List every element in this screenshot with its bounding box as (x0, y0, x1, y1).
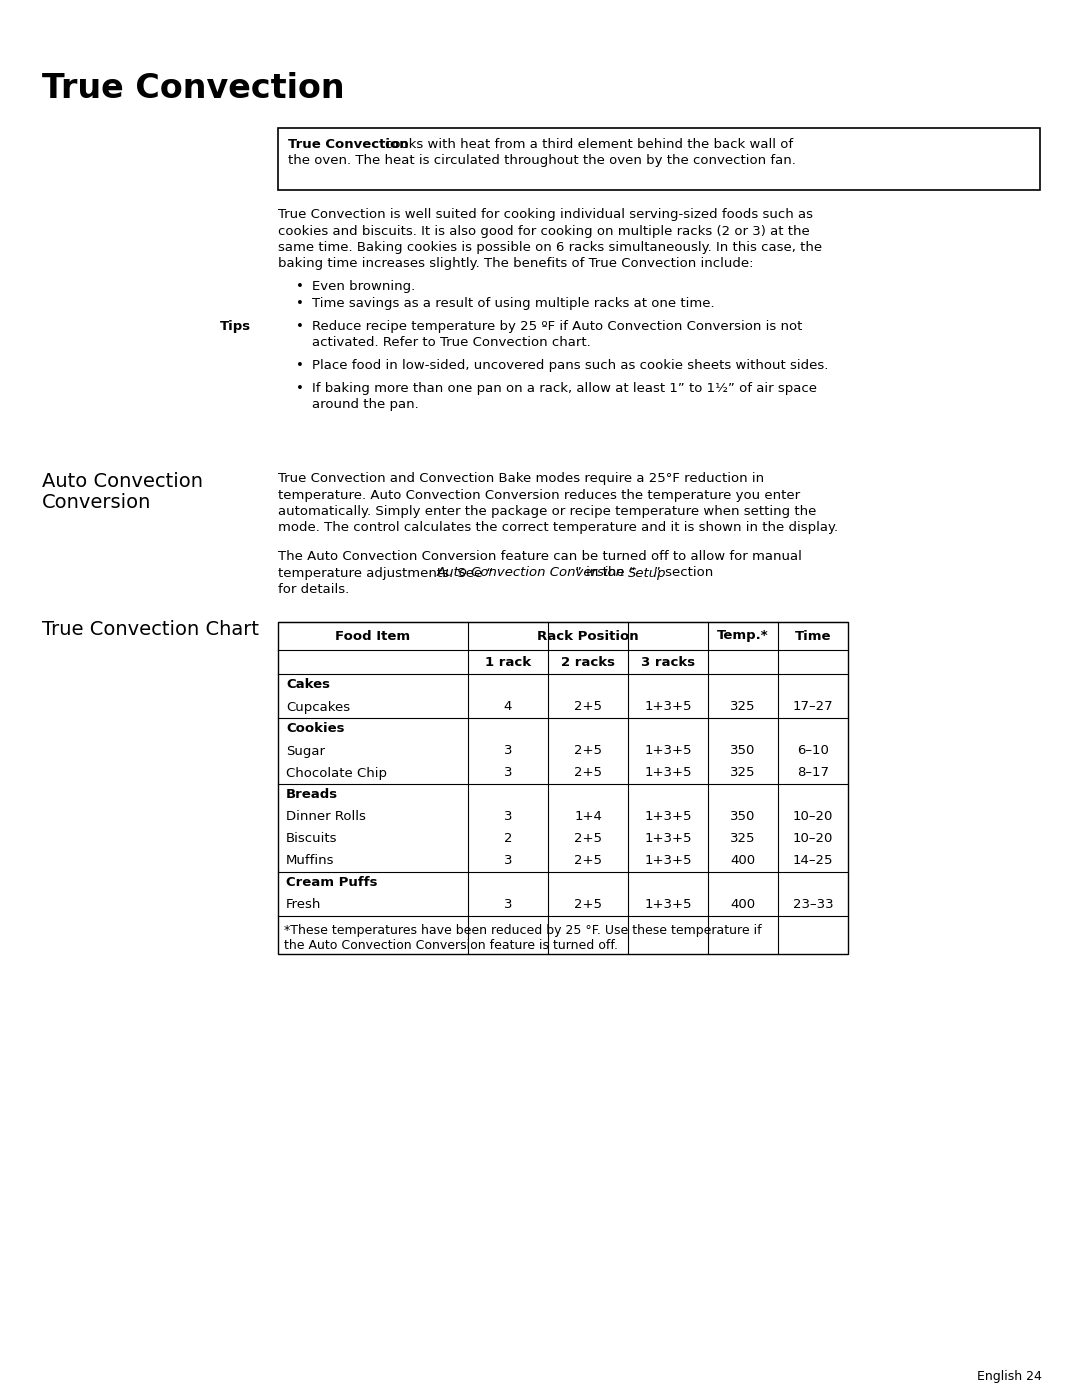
Text: •: • (296, 279, 303, 293)
Bar (278, 622, 848, 954)
Text: 2+5: 2+5 (573, 898, 602, 911)
Text: 1+3+5: 1+3+5 (645, 700, 692, 714)
Text: Biscuits: Biscuits (286, 833, 337, 845)
Text: Rack Position: Rack Position (537, 630, 638, 643)
Text: Dinner Rolls: Dinner Rolls (286, 810, 366, 823)
Text: 325: 325 (730, 767, 756, 780)
Text: True Convection: True Convection (42, 73, 345, 105)
Text: Cookies: Cookies (286, 722, 345, 735)
Text: the Auto Convection Conversion feature is turned off.: the Auto Convection Conversion feature i… (284, 939, 618, 951)
Text: True Convection is well suited for cooking individual serving-sized foods such a: True Convection is well suited for cooki… (278, 208, 813, 221)
Text: activated. Refer to True Convection chart.: activated. Refer to True Convection char… (312, 337, 591, 349)
Text: 1+3+5: 1+3+5 (645, 745, 692, 757)
Text: Auto Convection: Auto Convection (42, 472, 203, 490)
Text: 325: 325 (730, 700, 756, 714)
Text: for details.: for details. (278, 583, 349, 597)
Text: 3: 3 (503, 745, 512, 757)
Text: True Convection: True Convection (288, 138, 408, 151)
Text: True Convection Chart: True Convection Chart (42, 620, 259, 638)
Text: Setup: Setup (627, 567, 666, 580)
Text: 325: 325 (730, 833, 756, 845)
Text: ” in the “: ” in the “ (575, 567, 635, 580)
Text: Breads: Breads (286, 788, 338, 802)
Text: 3: 3 (503, 767, 512, 780)
Text: Temp.*: Temp.* (717, 630, 769, 643)
Text: 1+3+5: 1+3+5 (645, 833, 692, 845)
Text: 3: 3 (503, 810, 512, 823)
Text: Tips: Tips (220, 320, 252, 332)
Text: 1+3+5: 1+3+5 (645, 855, 692, 868)
Text: 350: 350 (730, 810, 756, 823)
Text: 1 rack: 1 rack (485, 655, 531, 669)
Text: The Auto Convection Conversion feature can be turned off to allow for manual: The Auto Convection Conversion feature c… (278, 550, 801, 563)
Text: 2+5: 2+5 (573, 767, 602, 780)
Text: 1+4: 1+4 (575, 810, 602, 823)
Text: True Convection and Convection Bake modes require a 25°F reduction in: True Convection and Convection Bake mode… (278, 472, 765, 485)
Text: 4: 4 (503, 700, 512, 714)
Text: 2: 2 (503, 833, 512, 845)
Text: Cupcakes: Cupcakes (286, 700, 350, 714)
Text: Time savings as a result of using multiple racks at one time.: Time savings as a result of using multip… (312, 298, 715, 310)
Text: *These temperatures have been reduced by 25 °F. Use these temperature if: *These temperatures have been reduced by… (284, 923, 761, 937)
Text: If baking more than one pan on a rack, allow at least 1” to 1½” of air space: If baking more than one pan on a rack, a… (312, 381, 816, 395)
Text: 10–20: 10–20 (793, 810, 833, 823)
Text: •: • (296, 359, 303, 372)
Text: English 24: English 24 (977, 1370, 1042, 1383)
Text: Even browning.: Even browning. (312, 279, 415, 293)
Text: 2+5: 2+5 (573, 833, 602, 845)
Text: 17–27: 17–27 (793, 700, 834, 714)
Text: 2+5: 2+5 (573, 855, 602, 868)
Text: temperature. Auto Convection Conversion reduces the temperature you enter: temperature. Auto Convection Conversion … (278, 489, 800, 502)
Text: 400: 400 (730, 898, 756, 911)
Text: Conversion: Conversion (42, 493, 151, 511)
Text: Time: Time (795, 630, 832, 643)
Bar (278, 129, 1040, 190)
Text: automatically. Simply enter the package or recipe temperature when setting the: automatically. Simply enter the package … (278, 504, 816, 518)
Text: cookies and biscuits. It is also good for cooking on multiple racks (2 or 3) at : cookies and biscuits. It is also good fo… (278, 225, 810, 237)
Text: Sugar: Sugar (286, 745, 325, 757)
Text: 2 racks: 2 racks (561, 655, 615, 669)
Text: the oven. The heat is circulated throughout the oven by the convection fan.: the oven. The heat is circulated through… (288, 154, 796, 168)
Text: Cakes: Cakes (286, 679, 330, 692)
Text: Muffins: Muffins (286, 855, 335, 868)
Text: Cream Puffs: Cream Puffs (286, 876, 378, 890)
Text: 350: 350 (730, 745, 756, 757)
Text: 14–25: 14–25 (793, 855, 834, 868)
Text: 2+5: 2+5 (573, 700, 602, 714)
Text: ” section: ” section (654, 567, 714, 580)
Text: 3 racks: 3 racks (640, 655, 696, 669)
Text: •: • (296, 298, 303, 310)
Text: 400: 400 (730, 855, 756, 868)
Text: Fresh: Fresh (286, 898, 322, 911)
Text: 23–33: 23–33 (793, 898, 834, 911)
Text: Place food in low-sided, uncovered pans such as cookie sheets without sides.: Place food in low-sided, uncovered pans … (312, 359, 828, 372)
Text: 8–17: 8–17 (797, 767, 829, 780)
Text: baking time increases slightly. The benefits of True Convection include:: baking time increases slightly. The bene… (278, 257, 754, 271)
Text: 3: 3 (503, 855, 512, 868)
Text: •: • (296, 381, 303, 395)
Text: 1+3+5: 1+3+5 (645, 767, 692, 780)
Text: same time. Baking cookies is possible on 6 racks simultaneously. In this case, t: same time. Baking cookies is possible on… (278, 242, 822, 254)
Text: Auto Convection Conversion: Auto Convection Conversion (437, 567, 625, 580)
Text: •: • (296, 320, 303, 332)
Text: Reduce recipe temperature by 25 ºF if Auto Convection Conversion is not: Reduce recipe temperature by 25 ºF if Au… (312, 320, 802, 332)
Text: 2+5: 2+5 (573, 745, 602, 757)
Text: 10–20: 10–20 (793, 833, 833, 845)
Text: Chocolate Chip: Chocolate Chip (286, 767, 387, 780)
Text: temperature adjustments. See “: temperature adjustments. See “ (278, 567, 494, 580)
Text: 3: 3 (503, 898, 512, 911)
Text: 6–10: 6–10 (797, 745, 829, 757)
Text: mode. The control calculates the correct temperature and it is shown in the disp: mode. The control calculates the correct… (278, 521, 838, 535)
Text: cooks with heat from a third element behind the back wall of: cooks with heat from a third element beh… (384, 138, 793, 151)
Text: 1+3+5: 1+3+5 (645, 898, 692, 911)
Text: around the pan.: around the pan. (312, 398, 419, 411)
Text: 1+3+5: 1+3+5 (645, 810, 692, 823)
Text: Food Item: Food Item (336, 630, 410, 643)
